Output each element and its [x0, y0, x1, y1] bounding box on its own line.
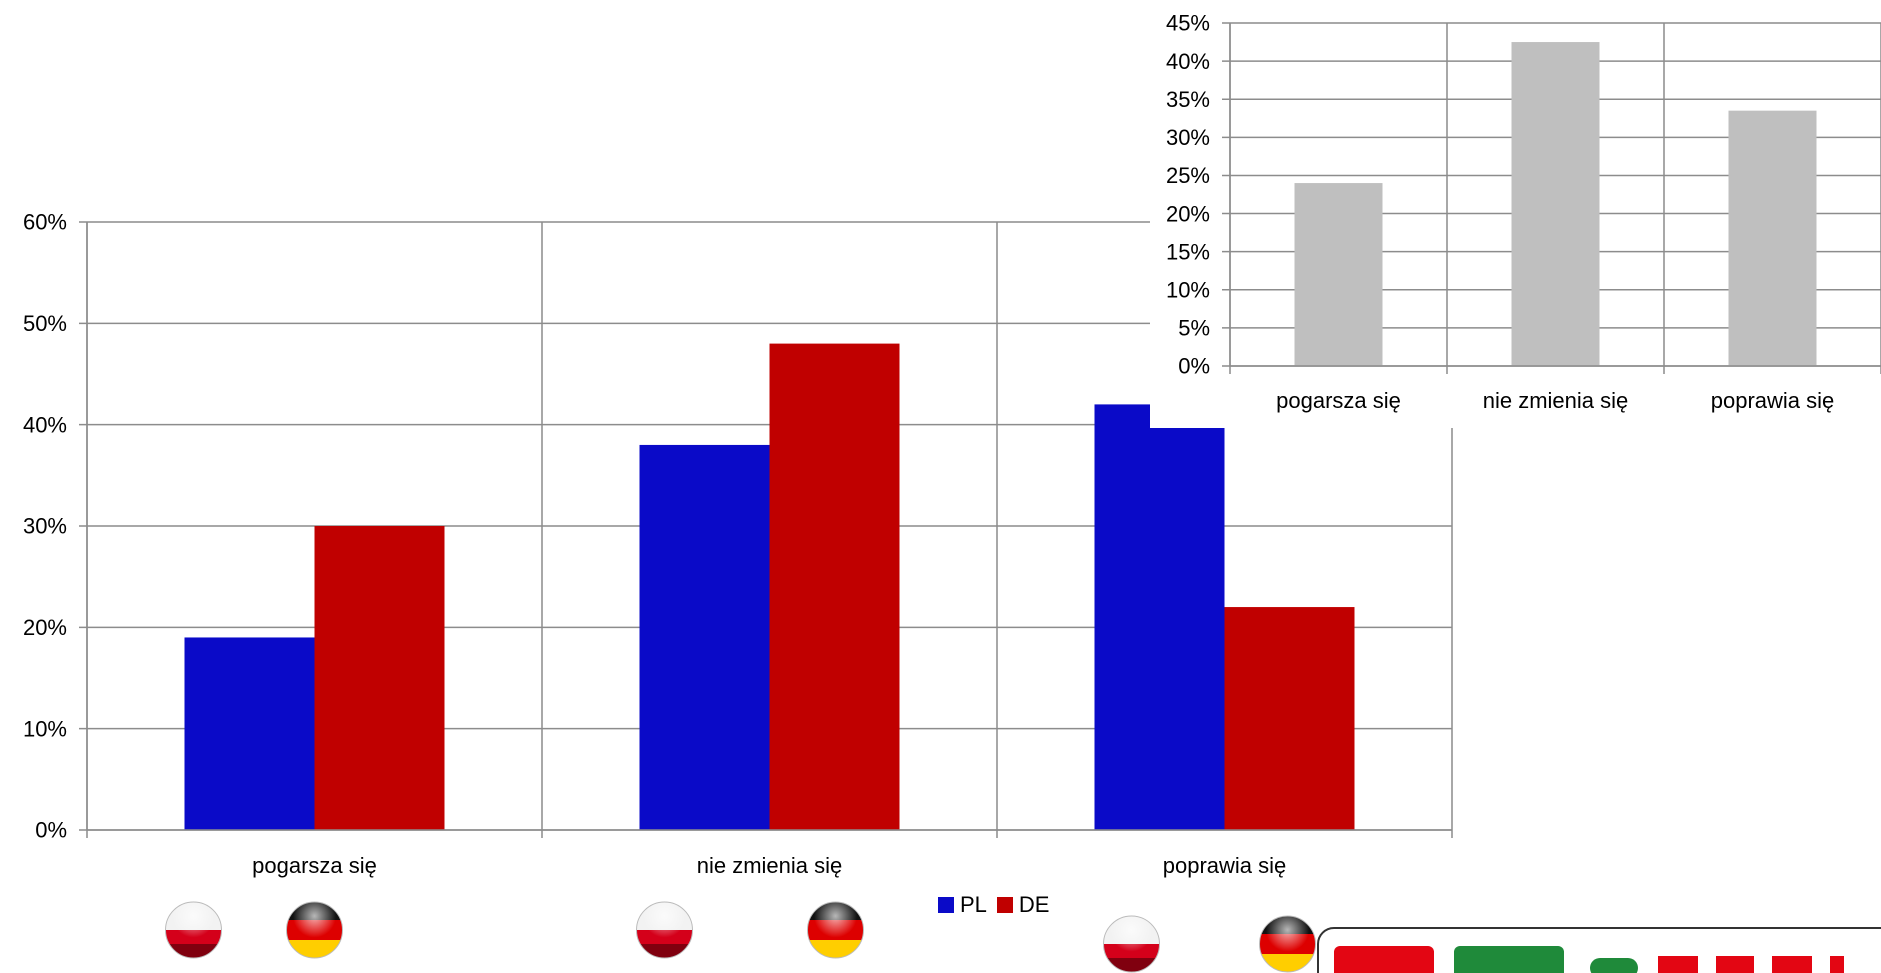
legend-swatch-pl: [938, 897, 954, 913]
y-tick-label: 30%: [23, 514, 67, 539]
y-tick-label: 35%: [1166, 87, 1210, 112]
x-category-label: poprawia się: [1711, 388, 1835, 413]
germany-flag-icon: [807, 901, 864, 959]
de-bar: [1224, 607, 1355, 830]
y-tick-label: 50%: [23, 311, 67, 336]
poland-flag-icon: [1103, 915, 1160, 973]
pl-bar: [184, 637, 315, 830]
legend-label-de: DE: [1018, 892, 1050, 917]
legend-item-pl: PL: [938, 892, 987, 918]
y-tick-label: 10%: [23, 716, 67, 741]
pl-bar: [639, 444, 770, 830]
pl-bar: [1094, 404, 1225, 830]
x-category-label: nie zmienia się: [1483, 388, 1629, 413]
inset-bar-chart: 0% 5% 10% 15% 20% 25% 30% 35% 40% 45% pogarsza się…: [1150, 11, 1881, 428]
series-bar: [1728, 110, 1817, 367]
y-tick-label: 40%: [1166, 49, 1210, 74]
company-logo-icon: [1317, 927, 1881, 973]
legend: PL DE: [938, 892, 1049, 918]
y-tick-label: 60%: [23, 210, 67, 235]
y-tick-label: 20%: [1166, 201, 1210, 226]
series-bar: [1294, 183, 1383, 366]
series-bar: [1511, 42, 1600, 367]
y-tick-label: 0%: [35, 818, 67, 843]
y-tick-label: 0%: [1178, 354, 1210, 379]
legend-label-pl: PL: [960, 892, 987, 917]
germany-flag-icon: [286, 901, 343, 959]
poland-flag-icon: [165, 901, 222, 959]
y-tick-label: 5%: [1178, 316, 1210, 341]
poland-flag-icon: [636, 901, 693, 959]
de-bar: [769, 343, 900, 830]
x-category-label: pogarsza się: [1276, 388, 1401, 413]
germany-flag-icon: [1259, 915, 1316, 973]
de-bar: [314, 526, 445, 830]
y-tick-label: 45%: [1166, 11, 1210, 36]
y-tick-label: 15%: [1166, 239, 1210, 264]
legend-swatch-de: [996, 897, 1013, 913]
y-tick-label: 25%: [1166, 163, 1210, 188]
y-tick-label: 40%: [23, 412, 67, 437]
legend-item-de: DE: [996, 892, 1050, 918]
x-category-label: pogarsza się: [252, 853, 377, 878]
y-tick-label: 30%: [1166, 125, 1210, 150]
x-category-label: nie zmienia się: [697, 853, 843, 878]
flag-icons: [165, 901, 1316, 973]
x-category-label: poprawia się: [1163, 853, 1287, 878]
y-tick-label: 10%: [1166, 277, 1210, 302]
main-bar-chart: 0% 10% 20% 30% 40% 50% 60% pogarsza się nie zmie…: [23, 210, 1453, 878]
y-tick-label: 20%: [23, 615, 67, 640]
